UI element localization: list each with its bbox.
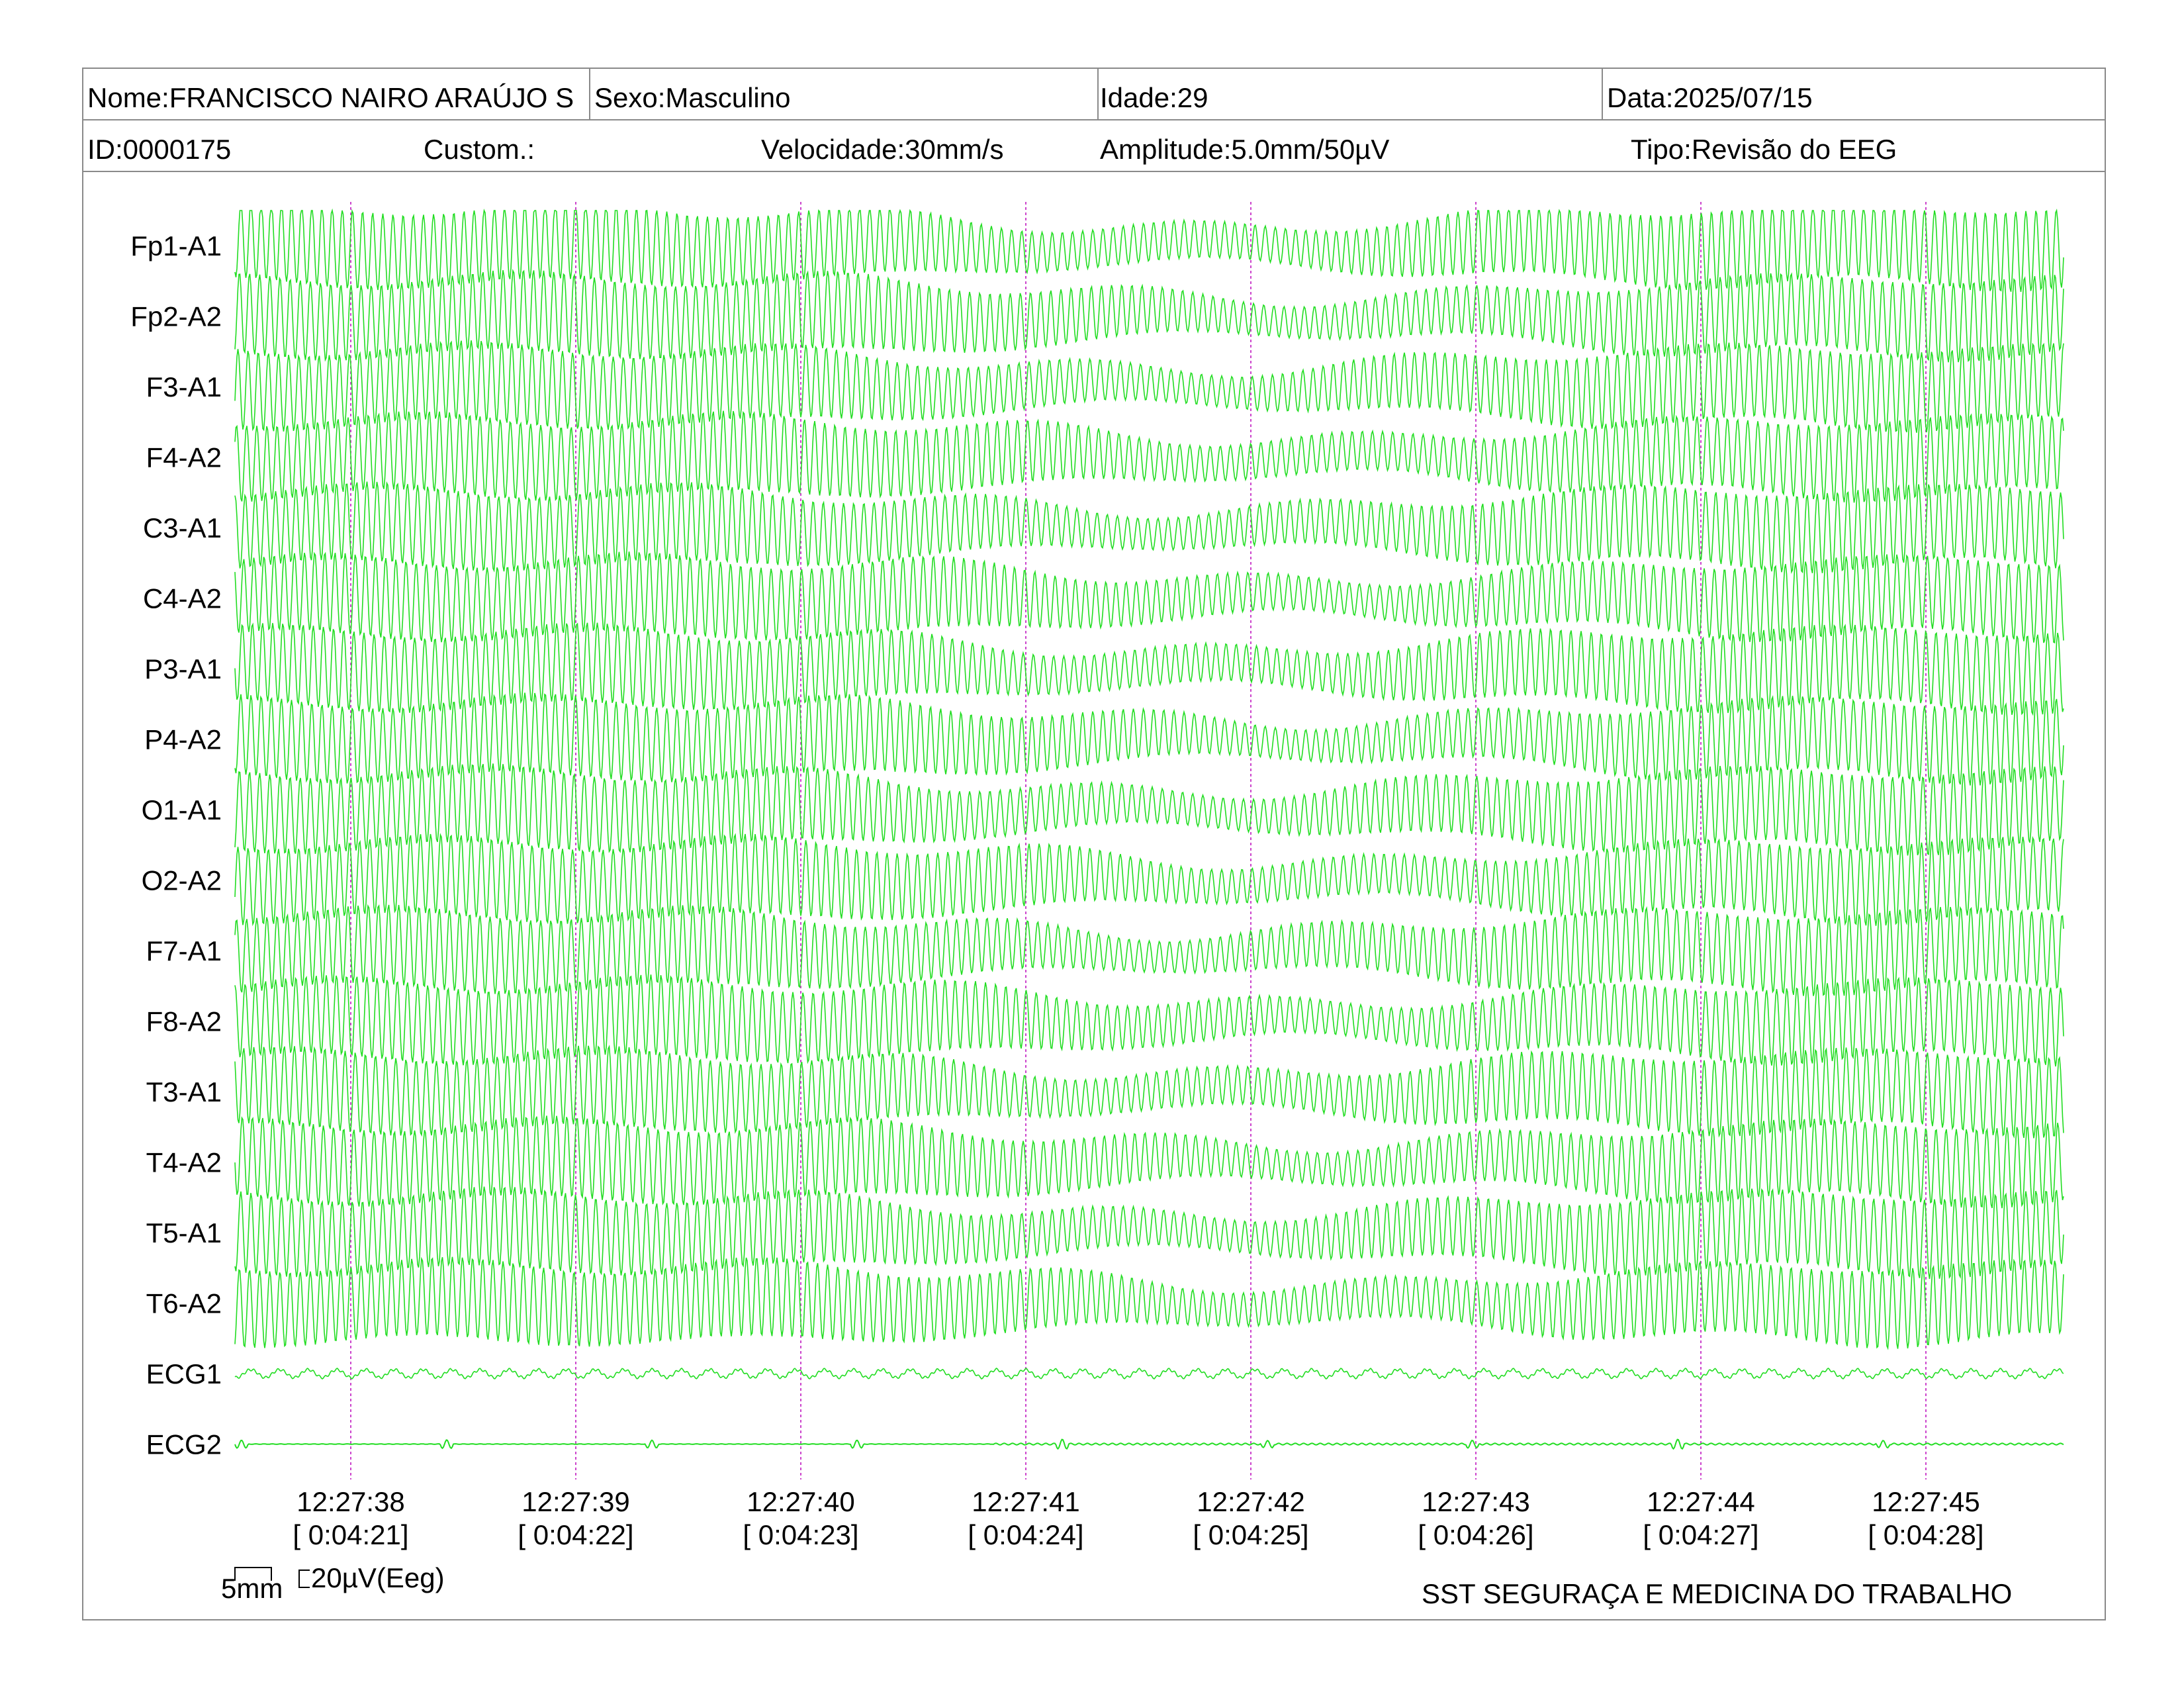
trace-p3-a1	[234, 622, 2064, 716]
channel-label: T6-A2	[146, 1288, 222, 1319]
header-cell-divider	[1602, 68, 1603, 119]
custom-field: Custom.:	[424, 134, 535, 165]
speed-setting: Velocidade:30mm/s	[761, 134, 1004, 165]
elapsed-tick-label: [ 0:04:26]	[1418, 1519, 1533, 1550]
channel-label: T4-A2	[146, 1147, 222, 1178]
elapsed-tick-label: [ 0:04:25]	[1193, 1519, 1308, 1550]
amplitude-setting: Amplitude:5.0mm/50µV	[1100, 134, 1390, 165]
header-bottom-divider	[82, 171, 2106, 172]
trace-o1-a1	[234, 763, 2064, 856]
trace-c4-a2	[234, 551, 2064, 644]
trace-f7-a1	[234, 904, 2064, 996]
channel-label: O1-A1	[142, 794, 222, 825]
time-tick-label: 12:27:40	[747, 1486, 855, 1517]
patient-name: Nome:FRANCISCO NAIRO ARAÚJO S	[87, 83, 574, 113]
channel-label: F8-A2	[146, 1006, 222, 1037]
patient-sex: Sexo:Masculino	[594, 82, 791, 113]
time-scale-label: 5mm	[221, 1573, 283, 1604]
channel-label: T3-A1	[146, 1076, 222, 1107]
time-tick-label: 12:27:38	[296, 1486, 405, 1517]
trace-t4-a2	[234, 1115, 2064, 1209]
channel-label: ECG2	[146, 1429, 222, 1460]
channel-label: P4-A2	[144, 724, 222, 755]
trace-t5-a1	[234, 1186, 2064, 1280]
time-tick-label: 12:27:43	[1422, 1486, 1530, 1517]
elapsed-tick-label: [ 0:04:23]	[743, 1519, 858, 1550]
channel-label: F4-A2	[146, 442, 222, 473]
trace-o2-a2	[234, 833, 2064, 927]
channel-label: ECG1	[146, 1358, 222, 1389]
trace-c3-a1	[234, 481, 2064, 574]
record-date: Data:2025/07/15	[1607, 82, 1813, 113]
company-name: SST SEGURAÇA E MEDICINA DO TRABALHO	[1422, 1578, 2013, 1609]
time-tick-label: 12:27:45	[1872, 1486, 1980, 1517]
channel-label: F7-A1	[146, 935, 222, 966]
trace-fp2-a2	[234, 269, 2064, 363]
patient-age: Idade:29	[1100, 82, 1208, 113]
time-tick-label: 12:27:39	[522, 1486, 630, 1517]
record-id: ID:0000175	[87, 134, 232, 165]
elapsed-tick-label: [ 0:04:28]	[1868, 1519, 1983, 1550]
channel-label: Fp2-A2	[130, 301, 222, 332]
trace-p4-a2	[234, 692, 2064, 786]
channel-label: F3-A1	[146, 371, 222, 402]
trace-f8-a2	[234, 974, 2064, 1067]
trace-t3-a1	[234, 1045, 2064, 1139]
time-tick-label: 12:27:44	[1647, 1486, 1755, 1517]
time-tick-label: 12:27:42	[1197, 1486, 1305, 1517]
elapsed-tick-label: [ 0:04:22]	[518, 1519, 633, 1550]
amplitude-scale-bracket	[298, 1570, 310, 1588]
record-type: Tipo:Revisão do EEG	[1631, 134, 1897, 165]
header-divider	[82, 119, 2106, 120]
channel-label: T5-A1	[146, 1217, 222, 1248]
channel-label: C3-A1	[143, 512, 222, 543]
trace-ecg1	[234, 1367, 2064, 1380]
amplitude-scale-label: 20µV(Eeg)	[311, 1562, 445, 1593]
time-scale-bracket	[234, 1567, 272, 1581]
channel-label: P3-A1	[144, 653, 222, 684]
channel-label: O2-A2	[142, 865, 222, 896]
channel-label: Fp1-A1	[130, 230, 222, 261]
trace-fp1-a1	[234, 208, 2064, 293]
channel-label: C4-A2	[143, 583, 222, 614]
header-cell-divider	[589, 68, 590, 119]
elapsed-tick-label: [ 0:04:21]	[293, 1519, 408, 1550]
report-frame	[82, 68, 2106, 1620]
trace-t6-a2	[234, 1256, 2064, 1350]
elapsed-tick-label: [ 0:04:24]	[968, 1519, 1083, 1550]
header-cell-divider	[1097, 68, 1099, 119]
trace-f3-a1	[234, 340, 2064, 433]
trace-ecg2	[234, 1438, 2064, 1450]
time-tick-label: 12:27:41	[972, 1486, 1080, 1517]
elapsed-tick-label: [ 0:04:27]	[1643, 1519, 1758, 1550]
trace-f4-a2	[234, 410, 2064, 503]
